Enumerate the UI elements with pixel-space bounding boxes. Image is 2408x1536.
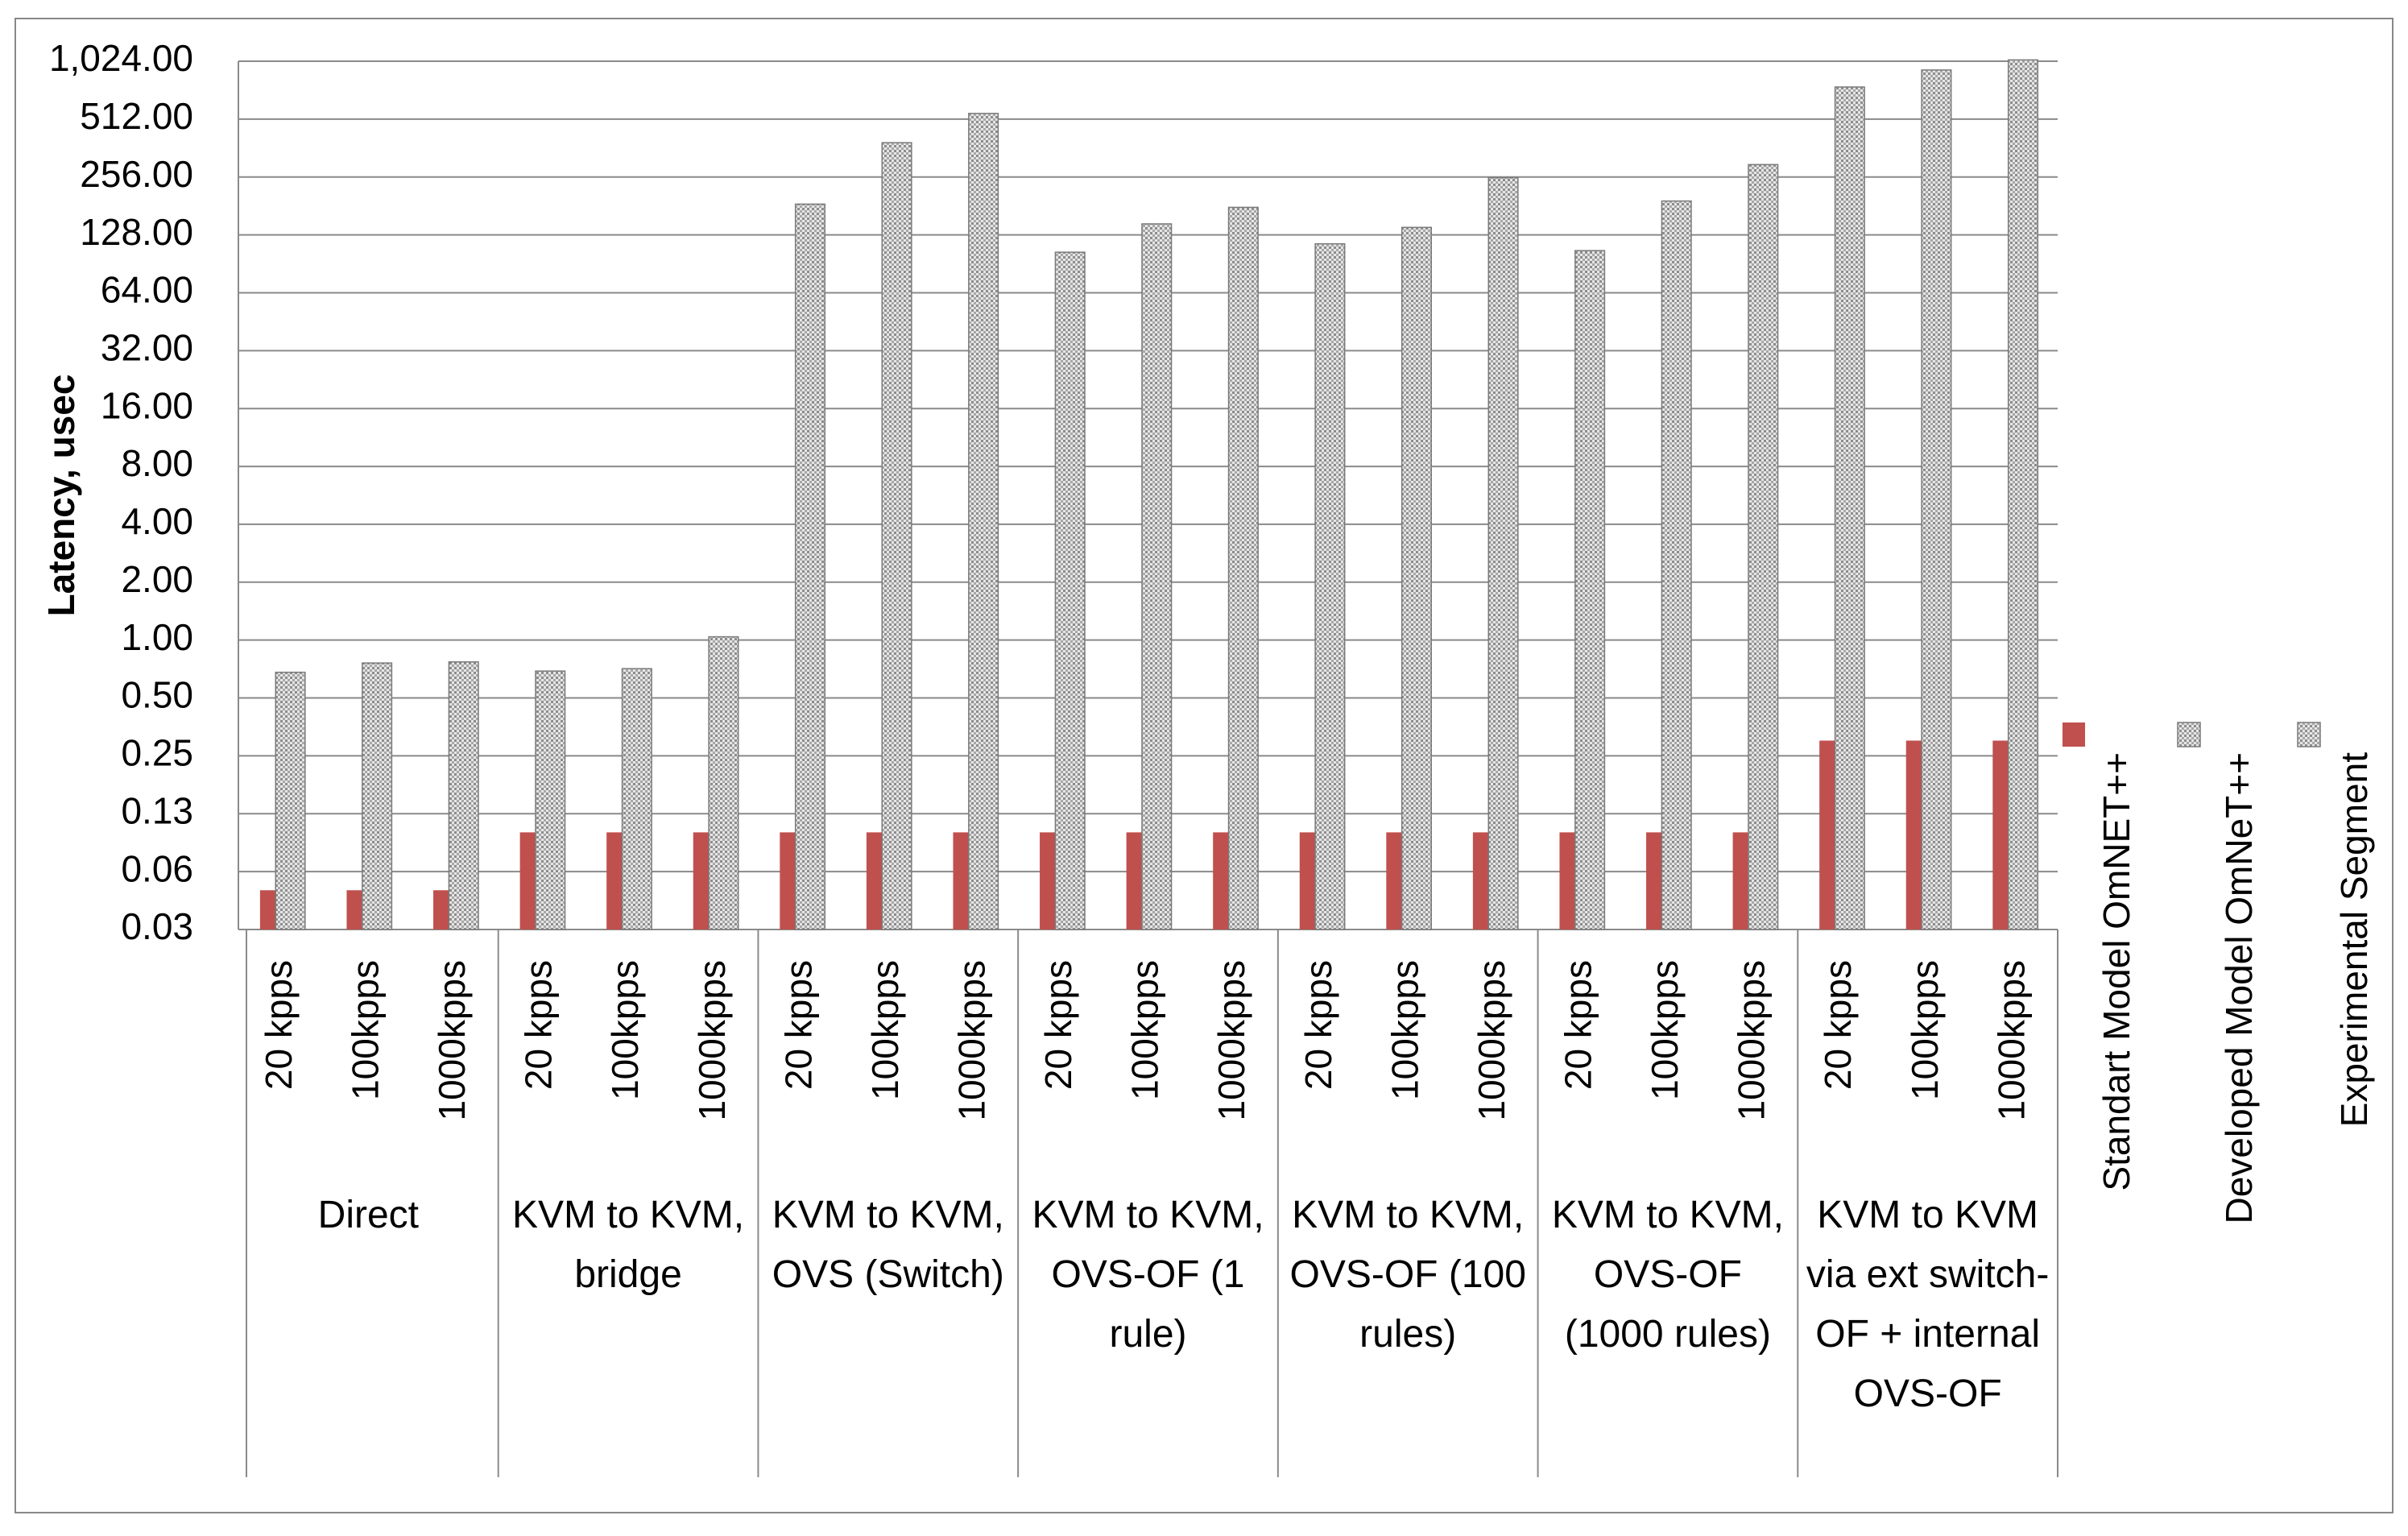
bar xyxy=(1559,832,1575,929)
y-tick-label: 512.00 xyxy=(80,95,193,137)
x-tick-label: 100kpps xyxy=(864,960,906,1100)
bar xyxy=(1834,86,1865,930)
bar xyxy=(1126,832,1142,929)
bar xyxy=(1227,206,1259,930)
x-tick-label: 100kpps xyxy=(345,960,387,1100)
y-tick-label: 256.00 xyxy=(80,153,193,195)
bar xyxy=(1314,242,1346,930)
x-tick-label: 1000kpps xyxy=(1990,960,2032,1121)
x-tick-label: 100kpps xyxy=(1384,960,1425,1100)
group-label: KVM to KVM, OVS (Switch) xyxy=(772,1194,1004,1296)
y-tick-label: 4.00 xyxy=(121,500,193,542)
bar xyxy=(780,832,796,929)
bar xyxy=(693,832,710,929)
y-axis-title: Latency, usec xyxy=(40,375,82,617)
bar xyxy=(1472,832,1489,929)
group-label: KVM to KVM, OVS-OF (1 rule) xyxy=(1032,1194,1264,1356)
x-tick-label: 20 kpps xyxy=(1558,960,1599,1090)
y-tick-label: 128.00 xyxy=(80,211,193,253)
y-tick-label: 0.06 xyxy=(121,847,193,889)
x-tick-label: 20 kpps xyxy=(518,960,560,1090)
x-tick-label: 20 kpps xyxy=(1817,960,1859,1090)
bar xyxy=(1905,740,1922,929)
bar xyxy=(535,670,566,930)
bar xyxy=(362,662,393,930)
bar xyxy=(953,832,969,929)
x-tick-label: 1000kpps xyxy=(951,960,993,1121)
group-label: KVM to KVM, bridge xyxy=(512,1194,745,1296)
x-tick-label: 1000kpps xyxy=(1471,960,1512,1121)
bar xyxy=(259,890,276,929)
legend-marker xyxy=(2177,722,2201,747)
legend-label: Developed Model OmNeT++ xyxy=(2218,752,2260,1224)
y-tick-label: 16.00 xyxy=(101,384,193,426)
bar xyxy=(968,113,999,930)
bar xyxy=(275,671,306,930)
bar xyxy=(606,832,623,929)
y-tick-label: 8.00 xyxy=(121,442,193,484)
legend-marker xyxy=(2063,722,2085,747)
y-tick-label: 32.00 xyxy=(101,326,193,368)
legend-label: Experimental Segment xyxy=(2333,752,2375,1128)
x-tick-label: 100kpps xyxy=(1124,960,1166,1100)
bar xyxy=(1040,832,1056,929)
bar xyxy=(448,661,479,930)
group-label: Direct xyxy=(317,1194,420,1236)
bar xyxy=(1299,832,1316,929)
group-label: KVM to KVM, OVS-OF (1000 rules) xyxy=(1551,1194,1784,1356)
x-tick-label: 100kpps xyxy=(1904,960,1946,1100)
x-tick-label: 20 kpps xyxy=(258,960,300,1090)
bar xyxy=(1401,226,1433,930)
bar xyxy=(519,832,536,929)
y-tick-label: 1.00 xyxy=(121,616,193,658)
bar xyxy=(2007,59,2039,930)
x-tick-label: 1000kpps xyxy=(691,960,733,1121)
y-tick-label: 0.50 xyxy=(121,674,193,716)
x-tick-label: 100kpps xyxy=(604,960,646,1100)
y-tick-label: 2.00 xyxy=(121,558,193,600)
bar xyxy=(1574,250,1606,930)
bar xyxy=(1819,740,1835,929)
y-tick-label: 0.03 xyxy=(121,905,193,947)
bar xyxy=(794,203,826,930)
group-label: KVM to KVM via ext switch-OF + internal … xyxy=(1806,1194,2050,1415)
x-tick-label: 20 kpps xyxy=(1037,960,1079,1090)
bar xyxy=(1487,176,1519,930)
bar xyxy=(1386,832,1402,929)
x-tick-label: 100kpps xyxy=(1644,960,1686,1100)
bar xyxy=(1054,251,1086,930)
bar xyxy=(1213,832,1229,929)
y-tick-label: 0.25 xyxy=(121,732,193,774)
y-tick-label: 1,024.00 xyxy=(49,37,193,79)
bar xyxy=(1732,832,1748,929)
x-tick-label: 1000kpps xyxy=(1210,960,1252,1121)
legend-label: Standart Model OmNET++ xyxy=(2096,752,2137,1191)
y-tick-label: 64.00 xyxy=(101,269,193,311)
group-label: KVM to KVM, OVS-OF (100 rules) xyxy=(1289,1194,1526,1356)
bar xyxy=(708,636,739,930)
bar xyxy=(621,668,652,930)
bar xyxy=(1646,832,1662,929)
x-tick-label: 1000kpps xyxy=(1731,960,1773,1121)
legend-marker xyxy=(2297,722,2321,747)
bar xyxy=(1992,740,2009,929)
y-tick-label: 0.13 xyxy=(121,789,193,831)
bar xyxy=(433,890,449,929)
chart-border xyxy=(14,18,2394,1513)
bar xyxy=(346,890,362,929)
bar xyxy=(1921,69,1952,930)
bar xyxy=(881,142,912,930)
bar xyxy=(1748,164,1779,930)
x-tick-label: 1000kpps xyxy=(431,960,473,1121)
bar xyxy=(1661,200,1692,930)
x-tick-label: 20 kpps xyxy=(777,960,819,1090)
bar xyxy=(866,832,883,929)
bar xyxy=(1141,223,1173,930)
x-tick-label: 20 kpps xyxy=(1297,960,1339,1090)
